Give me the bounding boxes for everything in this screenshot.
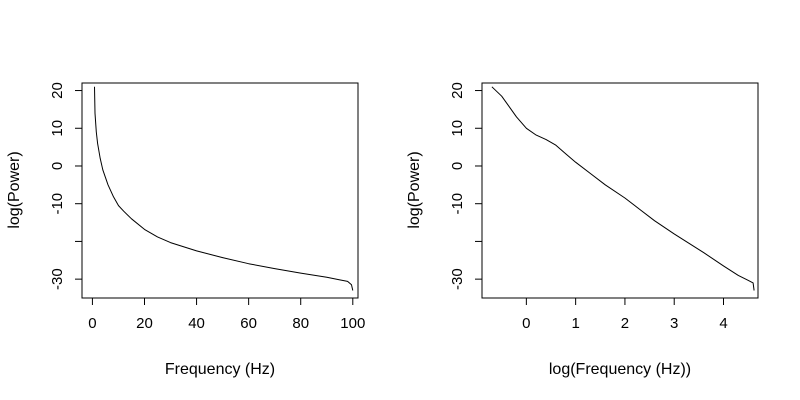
right-y-tick-label: -30 [449,268,466,290]
right-chart: log(Frequency (Hz)) log(Power) 0 1 2 3 4 20 10… [406,82,759,378]
left-y-tick-label: -10 [49,193,66,215]
left-y-tick-label: 10 [49,120,66,137]
left-y-tick-label: 20 [49,82,66,99]
left-x-tick-label: 80 [292,315,309,332]
left-x-tick-label: 100 [340,315,365,332]
right-series-line [491,86,755,291]
left-x-axis-title: Frequency (Hz) [165,361,275,378]
right-x-tick-label: 0 [522,315,530,332]
right-x-tick-label: 3 [670,315,678,332]
right-y-tick-label: 10 [449,120,466,137]
left-x-tick-label: 40 [188,315,205,332]
right-y-tick-label: -10 [449,193,466,215]
left-x-tick-label: 0 [88,315,96,332]
left-x-tick-label: 20 [136,315,153,332]
left-series-line [94,86,354,291]
left-x-tick-label: 60 [240,315,257,332]
right-x-axis-title: log(Frequency (Hz)) [549,361,691,378]
left-chart: Frequency (Hz) log(Power) 0 20 40 60 80 10020… [6,82,365,378]
right-x-tick-label: 2 [621,315,629,332]
left-y-tick-label: 0 [49,162,66,170]
right-y-tick-label: 0 [449,162,466,170]
right-plot-frame [481,82,759,299]
right-x-tick-label: 4 [719,315,727,332]
right-x-tick-label: 1 [571,315,579,332]
left-plot-frame [81,82,359,299]
left-y-tick-label: -30 [49,268,66,290]
right-y-axis-title: log(Power) [406,151,423,228]
right-y-tick-label: 20 [449,82,466,99]
left-y-axis-title: log(Power) [6,151,23,228]
